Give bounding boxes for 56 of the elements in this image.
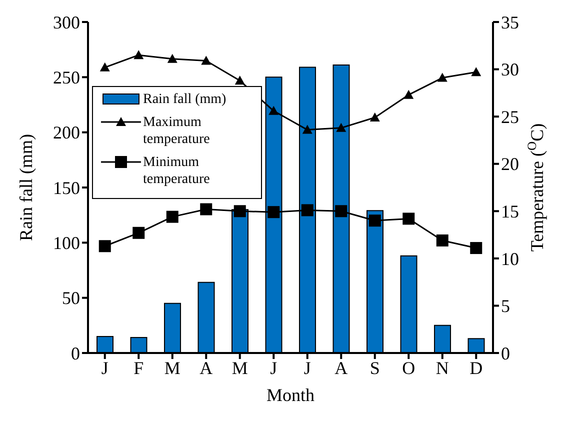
point — [100, 62, 110, 72]
point — [234, 76, 245, 85]
point — [166, 210, 178, 223]
point — [471, 67, 482, 76]
x-tick-label: O — [402, 358, 416, 378]
y-tick-label: 0 — [71, 343, 80, 364]
point — [368, 214, 381, 227]
x-tick-label: J — [270, 358, 278, 378]
y2-tick-label: 25 — [501, 106, 519, 127]
point — [301, 204, 314, 216]
y2-tick-label: 15 — [501, 202, 519, 222]
y2-tick-label: 5 — [501, 296, 510, 316]
x-tick-label: S — [370, 358, 380, 378]
y2-tick-label: 20 — [501, 154, 519, 174]
y2-tick-label: 0 — [501, 343, 510, 364]
point — [200, 203, 212, 216]
point — [268, 106, 279, 115]
point — [404, 90, 414, 99]
x-axis-title: Month — [266, 385, 315, 405]
point — [132, 226, 145, 239]
x-tick-label: J — [101, 358, 108, 378]
x-tick-label: F — [134, 358, 144, 378]
legend-label: Minimum temperature — [143, 154, 211, 188]
point — [436, 234, 448, 246]
y2-tick-label: 10 — [501, 248, 519, 269]
y-tick-label: 300 — [53, 12, 80, 32]
y2-tick-label: 35 — [501, 12, 519, 32]
legend-label: Maximum temperature — [143, 114, 211, 148]
y-axis-title: Rain fall (mm) — [16, 134, 36, 241]
x-tick-label: N — [436, 358, 449, 378]
point — [201, 56, 212, 65]
point — [335, 205, 348, 218]
x-tick-label: J — [304, 358, 311, 378]
x-tick-label: A — [334, 358, 348, 378]
y-tick-label: 250 — [53, 68, 80, 88]
point — [167, 54, 178, 63]
x-tick-label: M — [164, 358, 180, 378]
point — [470, 242, 482, 254]
y-tick-label: 200 — [53, 122, 80, 143]
legend-label: Rain fall (mm) — [143, 91, 228, 108]
x-tick-label: A — [200, 358, 213, 378]
point — [302, 124, 312, 134]
point — [98, 240, 111, 252]
point — [370, 112, 380, 122]
y-tick-label: 50 — [62, 288, 80, 308]
point — [437, 72, 448, 82]
x-tick-label: M — [232, 358, 248, 378]
y2-tick-label: 30 — [501, 60, 519, 80]
y-tick-label: 150 — [53, 178, 80, 198]
point — [234, 205, 246, 218]
y-tick-label: 100 — [53, 233, 80, 254]
point — [402, 212, 415, 225]
point — [336, 122, 346, 132]
x-tick-label: D — [470, 358, 483, 378]
point — [268, 206, 280, 218]
point — [134, 50, 144, 60]
